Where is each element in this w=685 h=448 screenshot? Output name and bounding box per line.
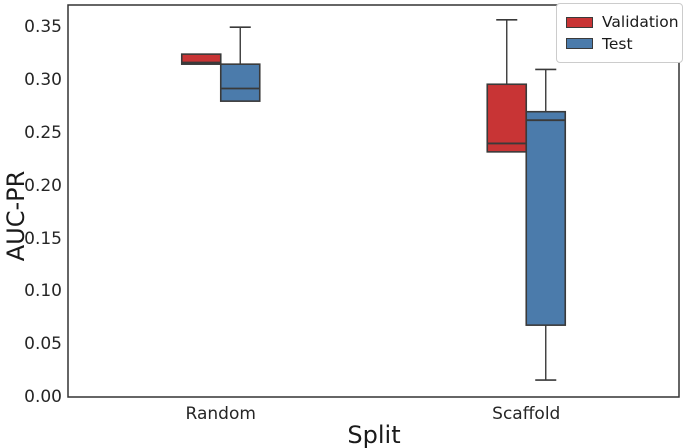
legend-label: Validation [602,13,679,31]
legend-item-validation: Validation [566,13,679,32]
y-tick-label: 0.15 [24,228,62,249]
validation-color-swatch-icon [566,16,593,28]
x-tick-label: Random [185,404,256,424]
legend-label: Test [602,34,633,53]
legend-item-test: Test [566,35,673,54]
y-tick-label: 0.05 [24,334,62,355]
y-tick-label: 0.20 [24,175,62,196]
y-tick-label: 0.35 [24,17,62,38]
y-axis-label: AUC-PR [2,170,30,262]
legend: Validation Test [556,3,683,64]
y-tick-label: 0.25 [24,122,62,143]
axes-frame [67,4,680,398]
y-tick-label: 0.30 [24,70,62,91]
box-validation-scaffold [486,83,528,153]
y-tick-label: 0.10 [24,281,62,302]
box-test-scaffold [525,110,567,326]
x-axis-label: Split [347,421,401,448]
box-validation-random [180,53,222,65]
x-tick-label: Scaffold [492,404,561,424]
box-test-random [219,63,261,102]
y-tick-label: 0.00 [24,387,62,407]
test-color-swatch-icon [566,38,593,50]
